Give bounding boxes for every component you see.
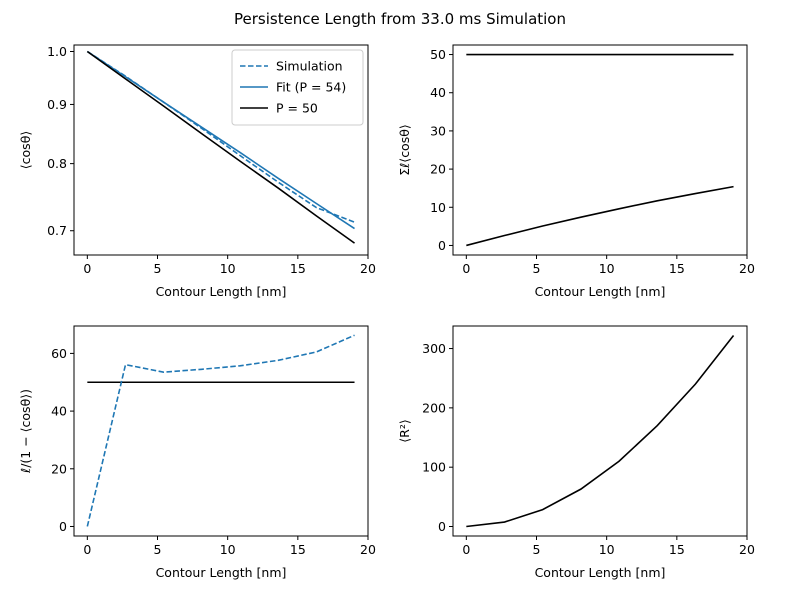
legend-frame	[231, 49, 364, 126]
x-tick-label-bottom-right: 20	[739, 542, 755, 557]
x-tick-label-bottom-left: 15	[290, 542, 306, 557]
x-tick-label-bottom-left: 10	[220, 542, 236, 557]
legend-entry-label: Simulation	[276, 59, 343, 74]
axes-bottom-left: 0 5 10 15 20 0 20 40 60 Contour Length [nm] ℓ/(1 −…	[18, 325, 376, 580]
x-tick-label-bottom-left: 0	[83, 542, 91, 557]
x-axis-label-top-left: Contour Length [nm]	[156, 284, 287, 299]
x-tick-label-top-left: 20	[360, 261, 376, 276]
y-axis-label-bottom-right: ⟨R²⟩	[397, 419, 412, 442]
y-tick-label-top-left: 0.9	[47, 97, 67, 112]
legend-entry-label: Fit (P = 54)	[276, 80, 346, 95]
y-tick-label-top-left: 1.0	[47, 44, 67, 59]
x-tick-label-bottom-left: 5	[154, 542, 162, 557]
x-axis-label-top-right: Contour Length [nm]	[535, 284, 666, 299]
y-tick-label-bottom-right: 100	[422, 460, 446, 475]
y-tick-label-top-right: 20	[430, 162, 446, 177]
y-tick-label-top-right: 10	[430, 200, 446, 215]
x-axis-label-bottom-right: Contour Length [nm]	[535, 565, 666, 580]
axes-frame-bottom-right	[452, 325, 748, 537]
y-tick-label-bottom-right: 200	[422, 400, 446, 415]
axes-top-right: 0 5 10 15 20 0 10 20 30 40 50 Contour Length [nm] Σℓ…	[397, 44, 755, 299]
series-line-top-left-1	[86, 50, 355, 230]
x-tick-label-top-right: 0	[462, 261, 470, 276]
x-tick-label-bottom-right: 0	[462, 542, 470, 557]
y-tick-label-top-right: 30	[430, 123, 446, 138]
y-tick-label-bottom-left: 0	[59, 519, 67, 534]
y-tick-label-bottom-right: 300	[422, 341, 446, 356]
y-tick-label-top-right: 40	[430, 85, 446, 100]
series-line-bottom-right-0	[466, 334, 735, 528]
x-tick-label-top-left: 5	[154, 261, 162, 276]
y-tick-label-top-right: 50	[430, 47, 446, 62]
x-tick-label-top-left: 15	[290, 261, 306, 276]
x-tick-label-top-right: 5	[533, 261, 541, 276]
series-line-top-right-1	[466, 185, 734, 247]
x-tick-label-bottom-left: 20	[360, 542, 376, 557]
y-axis-label-top-right: Σℓ⟨cosθ⟩	[397, 124, 412, 176]
x-tick-label-top-right: 10	[599, 261, 615, 276]
x-tick-label-top-left: 0	[83, 261, 91, 276]
axes-container: 0 5 10 15 20 0.7 0.8 0.9 1.0 Contour Length [nm] ⟨…	[18, 44, 755, 580]
y-tick-label-top-right: 0	[438, 238, 446, 253]
series-line-top-left-2	[86, 50, 355, 244]
legend: Simulation Fit (P = 54) P = 50	[231, 49, 364, 126]
x-tick-label-bottom-right: 10	[599, 542, 615, 557]
figure-title: Persistence Length from 33.0 ms Simulati…	[234, 10, 566, 28]
legend-entry-label: P = 50	[276, 101, 318, 116]
x-axis-label-bottom-left: Contour Length [nm]	[156, 565, 287, 580]
axes-top-left: 0 5 10 15 20 0.7 0.8 0.9 1.0 Contour Length [nm] ⟨…	[18, 44, 376, 299]
y-tick-label-bottom-left: 60	[51, 346, 67, 361]
axes-frame-top-right	[452, 44, 748, 256]
y-tick-label-top-left: 0.7	[47, 223, 67, 238]
axes-frame-top-left	[73, 44, 369, 256]
y-tick-label-bottom-left: 40	[51, 404, 67, 419]
y-tick-label-bottom-left: 20	[51, 461, 67, 476]
x-tick-label-bottom-right: 15	[669, 542, 685, 557]
y-tick-label-bottom-right: 0	[438, 519, 446, 534]
x-tick-label-top-left: 10	[220, 261, 236, 276]
axes-frame-bottom-left	[73, 325, 369, 537]
y-axis-label-top-left: ⟨cosθ⟩	[18, 131, 33, 169]
y-axis-label-bottom-left: ℓ/(1 − ⟨cosθ⟩)	[18, 389, 33, 474]
series-line-bottom-left-1	[86, 334, 355, 527]
x-tick-label-top-right: 20	[739, 261, 755, 276]
x-tick-label-bottom-right: 5	[533, 542, 541, 557]
x-tick-label-top-right: 15	[669, 261, 685, 276]
y-tick-label-top-left: 0.8	[47, 156, 67, 171]
